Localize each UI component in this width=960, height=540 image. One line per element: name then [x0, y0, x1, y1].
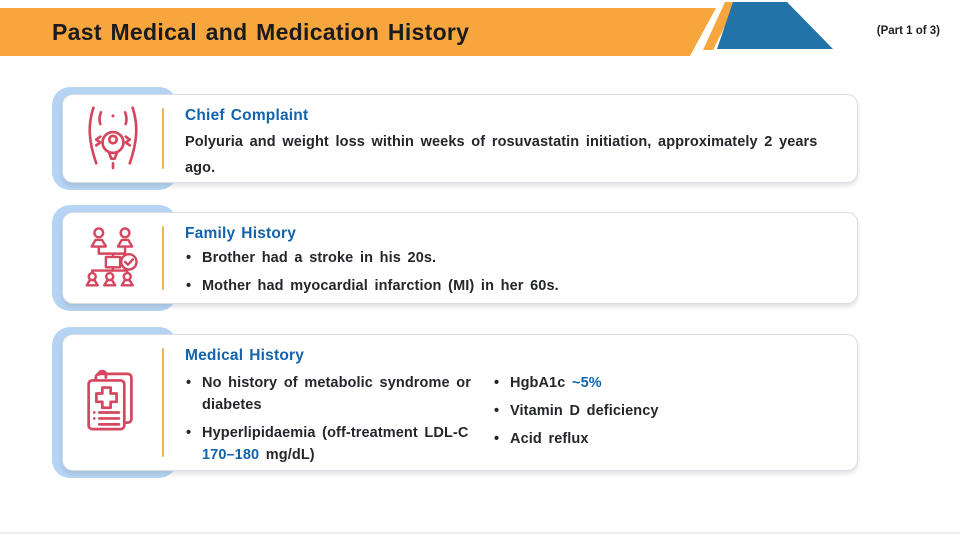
card-divider	[162, 108, 164, 169]
family-history-list: Brother had a stroke in his 20s. Mother …	[185, 247, 835, 297]
chief-complaint-card: Chief Complaint Polyuria and weight loss…	[52, 87, 858, 190]
bullet-text: No history of metabolic syndrome or diab…	[202, 375, 471, 413]
medical-history-card: Medical History No history of metabolic …	[52, 327, 858, 478]
highlight-value: ~5%	[572, 375, 602, 391]
bullet-text: HgbA1c	[510, 375, 573, 391]
bullet-item: HgbA1c ~5%	[493, 372, 835, 394]
card-divider	[162, 226, 164, 290]
card-divider	[162, 348, 164, 457]
card-title: Medical History	[185, 347, 305, 364]
bullet-text: Brother had a stroke in his 20s.	[202, 250, 437, 266]
medical-history-columns: No history of metabolic syndrome or diab…	[185, 369, 835, 472]
card-surface: Family History Brother had a stroke in h…	[62, 212, 858, 304]
family-history-card: Family History Brother had a stroke in h…	[52, 205, 858, 311]
bullet-text: Hyperlipidaemia (off-treatment LDL-C	[202, 425, 469, 441]
bullet-column-right: HgbA1c ~5% Vitamin D deficiency Acid ref…	[493, 372, 835, 456]
bullet-text: Vitamin D deficiency	[510, 403, 659, 419]
header-orange-band	[0, 8, 716, 56]
card-surface: Chief Complaint Polyuria and weight loss…	[62, 94, 858, 183]
header-accent-trapezoid	[717, 2, 833, 49]
bottom-edge-line	[0, 532, 960, 534]
bullet-item: No history of metabolic syndrome or diab…	[185, 372, 493, 416]
bullet-column-left: No history of metabolic syndrome or diab…	[185, 372, 493, 472]
card-content: Chief Complaint Polyuria and weight loss…	[164, 95, 857, 182]
slide-title: Past Medical and Medication History	[52, 19, 470, 45]
bullet-item: Acid reflux	[493, 428, 835, 450]
card-content: Medical History No history of metabolic …	[164, 335, 857, 470]
card-surface: Medical History No history of metabolic …	[62, 334, 858, 471]
bullet-text: mg/dL)	[259, 447, 315, 463]
card-title: Family History	[185, 225, 297, 242]
bullet-item: Brother had a stroke in his 20s.	[185, 247, 835, 269]
pelvic-pain-icon	[87, 105, 138, 169]
bullet-text: Acid reflux	[510, 431, 589, 447]
card-content: Family History Brother had a stroke in h…	[164, 213, 857, 303]
bullet-text: Mother had myocardial infarction (MI) in…	[202, 278, 559, 294]
card-icon-box	[63, 335, 162, 470]
part-indicator: (Part 1 of 3)	[876, 25, 940, 37]
chief-complaint-text: Polyuria and weight loss within weeks of…	[185, 134, 818, 176]
card-icon-box	[63, 95, 162, 182]
bullet-item: Mother had myocardial infarction (MI) in…	[185, 275, 835, 297]
medical-records-icon	[86, 369, 133, 430]
family-tree-icon	[85, 227, 138, 287]
highlight-value: 170–180	[202, 447, 260, 463]
card-icon-box	[63, 213, 162, 303]
bullet-item: Hyperlipidaemia (off-treatment LDL-C 170…	[185, 422, 493, 466]
card-title: Chief Complaint	[185, 107, 309, 124]
bullet-item: Vitamin D deficiency	[493, 400, 835, 422]
